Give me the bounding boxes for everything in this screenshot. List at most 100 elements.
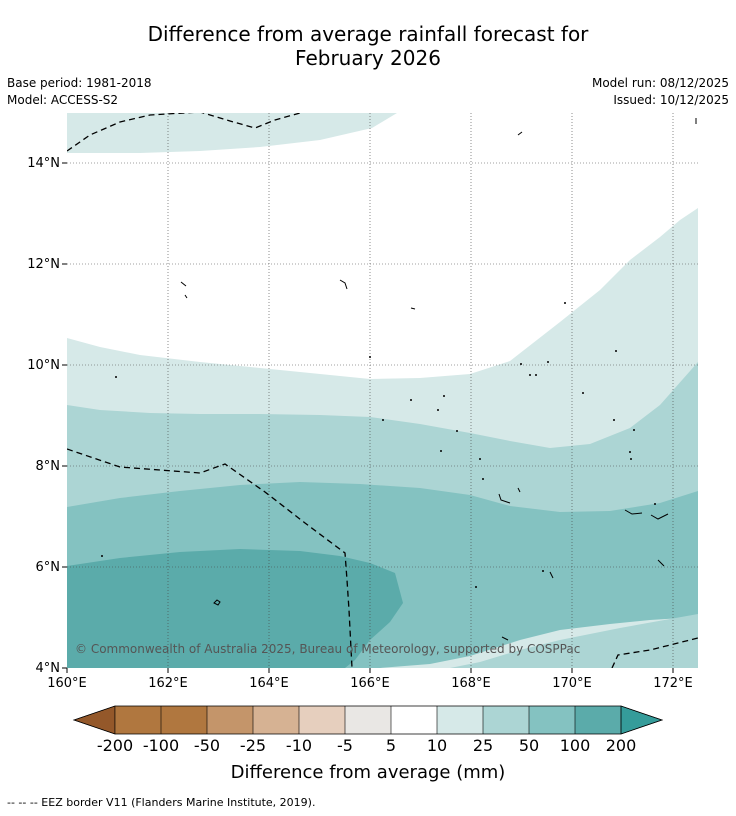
atoll (633, 429, 635, 431)
colorbar-swatch (529, 706, 575, 734)
graticule (67, 113, 698, 668)
atoll (437, 409, 439, 411)
islands (180, 118, 697, 641)
colorbar: -200 -100 -50 -25 -10 -5 5 10 25 50 100 … (72, 705, 664, 783)
colorbar-tick: -200 (97, 736, 133, 755)
base-period: Base period: 1981-2018 (7, 76, 152, 90)
atoll (101, 555, 103, 557)
lon-label: 166°E (350, 676, 390, 691)
colorbar-swatch (483, 706, 529, 734)
colorbar-tick: -5 (337, 736, 353, 755)
colorbar-swatch (253, 706, 299, 734)
model-run: Model run: 08/12/2025 (591, 76, 729, 90)
colorbar-arrow-high (620, 705, 663, 735)
band-5-10-north (67, 113, 397, 153)
island-b (180, 281, 188, 299)
lon-label: 160°E (47, 676, 87, 691)
atoll (520, 363, 522, 365)
island-east-2 (650, 513, 669, 520)
map-title-line2: February 2026 (295, 46, 441, 70)
island-south (501, 636, 509, 641)
atoll (615, 350, 617, 352)
colorbar-swatch (299, 706, 345, 734)
model-name: Model: ACCESS-S2 (7, 93, 119, 107)
atoll (582, 392, 584, 394)
colorbar-swatch (391, 706, 437, 734)
atoll-dots (101, 302, 656, 588)
atoll (564, 302, 566, 304)
band-10-25-south (450, 614, 698, 668)
lon-labels: 160°E 162°E 164°E 166°E 168°E 170°E 172°… (47, 676, 693, 691)
eez-border-north (67, 113, 301, 152)
colorbar-tick: -25 (240, 736, 266, 755)
axis-ticks (62, 162, 674, 673)
atoll (479, 458, 481, 460)
island-north (517, 131, 523, 136)
lon-label: 170°E (552, 676, 592, 691)
atoll (115, 376, 117, 378)
atoll (410, 399, 412, 401)
atoll (535, 374, 537, 376)
atoll (369, 356, 371, 358)
map-plot-area: © Commonwealth of Australia 2025, Bureau… (67, 113, 698, 668)
lat-label: 12°N (27, 257, 60, 272)
lon-label: 162°E (148, 676, 188, 691)
colorbar-tick: -100 (143, 736, 179, 755)
atoll (613, 419, 615, 421)
lat-label: 8°N (36, 459, 61, 474)
atoll (547, 361, 549, 363)
lat-label: 6°N (36, 560, 61, 575)
colorbar-tick: -50 (194, 736, 220, 755)
lat-label: 14°N (27, 156, 60, 171)
colorbar-tick: 5 (386, 736, 396, 755)
island-west (213, 599, 221, 606)
island-central-1 (498, 493, 511, 504)
atoll (382, 419, 384, 421)
colorbar-swatch (207, 706, 253, 734)
colorbar-swatch (345, 706, 391, 734)
issued-date: Issued: 10/12/2025 (613, 93, 729, 107)
map-title-line1: Difference from average rainfall forecas… (147, 22, 589, 46)
island-east-3 (657, 559, 665, 567)
lat-label: 10°N (27, 358, 60, 373)
band-50-100 (67, 549, 403, 668)
eez-border-southeast (611, 637, 698, 668)
colorbar-label: Difference from average (mm) (231, 762, 506, 783)
atoll (654, 503, 656, 505)
island-c (410, 307, 416, 310)
island-east-1 (624, 509, 643, 515)
colorbar-tick: 50 (519, 736, 539, 755)
eez-borders (67, 113, 698, 668)
colorbar-arrow-low (73, 705, 116, 735)
colorbar-tick: 100 (560, 736, 591, 755)
atoll (482, 478, 484, 480)
colorbar-tick: 25 (473, 736, 493, 755)
atoll (440, 450, 442, 452)
lon-label: 164°E (249, 676, 289, 691)
colorbar-dividers (114, 706, 622, 734)
atoll (456, 430, 458, 432)
colorbar-tick: 200 (606, 736, 637, 755)
colorbar-tick: -10 (286, 736, 312, 755)
colorbar-swatch (575, 706, 621, 734)
island-central-3 (549, 571, 554, 579)
eez-legend-note: -- -- -- EEZ border V11 (Flanders Marine… (7, 796, 316, 809)
atoll (475, 586, 477, 588)
lon-label: 168°E (451, 676, 491, 691)
atoll (443, 395, 445, 397)
lat-label: 4°N (36, 661, 61, 676)
atoll (630, 458, 632, 460)
colorbar-swatch (437, 706, 483, 734)
colorbar-ticks: -200 -100 -50 -25 -10 -5 5 10 25 50 100 … (97, 736, 636, 755)
island-a (339, 279, 348, 290)
copyright-text: © Commonwealth of Australia 2025, Bureau… (75, 642, 580, 656)
island-central-2 (517, 487, 521, 493)
colorbar-tick: 10 (427, 736, 447, 755)
eez-border-west (67, 448, 353, 668)
atoll (529, 374, 531, 376)
atoll (542, 570, 544, 572)
lat-labels: 4°N 6°N 8°N 10°N 12°N 14°N (27, 156, 60, 676)
atoll (629, 451, 631, 453)
lon-label: 172°E (653, 676, 693, 691)
